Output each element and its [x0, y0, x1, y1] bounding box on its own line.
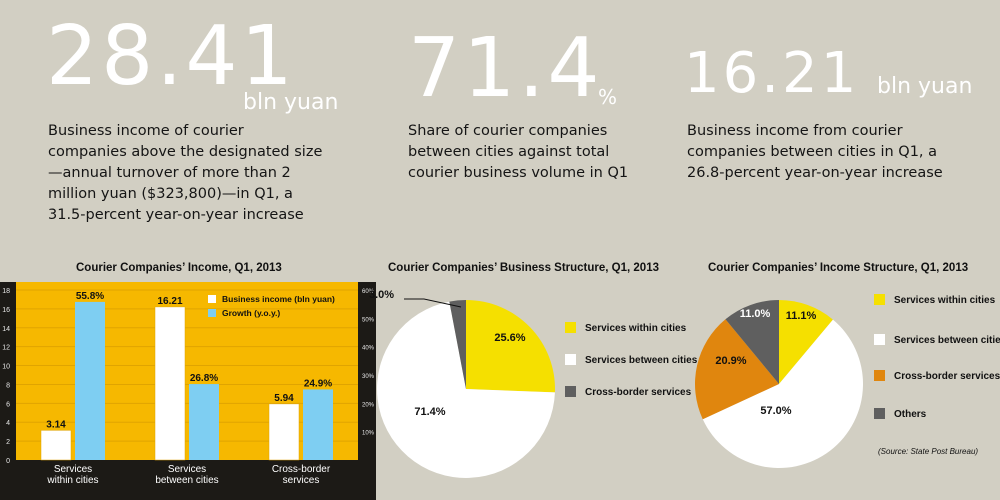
- growth-bar-label: 55.8%: [76, 291, 104, 302]
- x-category-label: Cross-border services: [272, 464, 331, 486]
- y2-tick-label: 50%: [362, 317, 375, 323]
- income-bar-label: 5.94: [274, 393, 294, 404]
- growth-bar: [189, 384, 219, 460]
- stat-between-cities-share: 71.4 % Share of courier companies betwee…: [340, 0, 640, 240]
- y-tick-label: 4: [6, 420, 10, 427]
- legend-swatch: [565, 354, 576, 365]
- y2-tick-label: 20%: [362, 402, 375, 408]
- pie-slice: [695, 319, 779, 420]
- income-bar: [268, 403, 300, 461]
- y-tick-label: 0: [6, 458, 10, 465]
- growth-bar: [75, 301, 105, 460]
- pie1-title: Courier Companies’ Business Structure, Q…: [388, 262, 659, 274]
- pie-slice: [702, 319, 863, 468]
- legend-swatch-income: [208, 295, 216, 303]
- pie1-legend-item: Services within cities: [565, 322, 686, 334]
- growth-bar-label: 26.8%: [190, 373, 218, 384]
- x-category-line: Cross-border: [272, 464, 331, 475]
- y-tick-label: 2: [6, 439, 10, 446]
- y2-tick-label: 60%: [362, 289, 375, 295]
- pie-value-label: 3.0%: [369, 289, 394, 301]
- income-bar-label: 16.21: [157, 296, 182, 307]
- pie2-legend-item: Services between cities: [874, 334, 1000, 346]
- plot-area: [16, 282, 358, 460]
- pie-value-label: 71.4%: [414, 406, 445, 418]
- y2-tick-label: 40%: [362, 346, 375, 352]
- pie-value-label: 25.6%: [494, 332, 525, 344]
- legend-swatch: [874, 294, 885, 305]
- stat-value: 71.4: [408, 21, 603, 116]
- stat-description: Business income from courier companies b…: [687, 123, 943, 181]
- legend-label: Others: [894, 409, 927, 420]
- pie-value-label: 11.0%: [740, 308, 771, 320]
- pie-slice: [779, 300, 833, 384]
- x-category-line: services: [283, 475, 320, 486]
- legend-label: Cross-border services: [585, 387, 692, 398]
- pie2-legend-item: Cross-border services: [874, 370, 1000, 382]
- legend-label: Services between cities: [585, 355, 698, 366]
- pie-slice: [725, 300, 779, 384]
- pie2-title: Courier Companies’ Income Structure, Q1,…: [708, 262, 969, 274]
- income-bar: [40, 430, 72, 461]
- legend-swatch: [874, 334, 885, 345]
- bar-chart: 0 2 4 6 8 10 12 14 16 18 10% 20% 30% 40% 50% 60% 3.14 55.…: [0, 282, 376, 500]
- x-category-line: between cities: [155, 475, 218, 486]
- pie1-legend-item: Cross-border services: [565, 386, 691, 398]
- y2-tick-label: 30%: [362, 374, 375, 380]
- stat-value: 16.21: [684, 41, 860, 106]
- bar-chart-title: Courier Companies’ Income, Q1, 2013: [76, 262, 282, 274]
- pie2-legend-item: Others: [874, 408, 926, 420]
- legend-swatch-growth: [208, 309, 216, 317]
- pie2-legend-item: Services within cities: [874, 294, 995, 306]
- stat-description: Share of courier companies between citie…: [408, 123, 629, 181]
- y-tick-label: 12: [2, 345, 10, 352]
- pie1-legend-item: Services between cities: [565, 354, 697, 366]
- legend-label: Services within cities: [585, 323, 687, 334]
- stat-value: 28.41: [46, 9, 296, 104]
- pie1-chart: 25.6% 71.4% 3.0%: [369, 289, 555, 478]
- pie2-chart: 11.1% 57.0% 20.9% 11.0%: [695, 300, 863, 468]
- y-tick-label: 8: [6, 382, 10, 389]
- stat-business-income: 28.41 bln yuan Business income of courie…: [0, 0, 340, 240]
- income-bar-label: 3.14: [46, 419, 66, 430]
- source-note: (Source: State Post Bureau): [878, 447, 979, 456]
- growth-bar: [303, 389, 333, 460]
- legend-swatch: [874, 370, 885, 381]
- legend-swatch: [874, 408, 885, 419]
- pie-slice: [449, 300, 466, 389]
- pie-value-label: 57.0%: [760, 405, 791, 417]
- stat-unit: bln yuan: [243, 90, 339, 115]
- pie-slice: [377, 301, 555, 478]
- legend-label: Cross-border services: [894, 371, 1000, 382]
- x-category-line: Services: [168, 464, 206, 475]
- bar-chart-svg: 0 2 4 6 8 10 12 14 16 18 10% 20% 30% 40% 50% 60% 3.14 55.…: [0, 282, 376, 500]
- stat-unit: %: [598, 85, 618, 109]
- pie-slice: [466, 300, 555, 393]
- y-tick-label: 6: [6, 401, 10, 408]
- legend-label-growth: Growth (y.o.y.): [222, 308, 280, 318]
- pie-value-label: 20.9%: [715, 355, 746, 367]
- legend-label: Services between cities: [894, 335, 1000, 346]
- y2-tick-label: 10%: [362, 431, 375, 437]
- x-category-label: Services within cities: [46, 464, 98, 486]
- legend-label: Services within cities: [894, 295, 996, 306]
- y-tick-label: 10: [2, 364, 10, 371]
- stat-unit: bln yuan: [877, 74, 973, 99]
- y-tick-label: 16: [2, 307, 10, 314]
- y-tick-label: 14: [2, 326, 10, 333]
- legend-label-income: Business income (bln yuan): [222, 294, 335, 304]
- stat-description: Business income of courier companies abo…: [48, 123, 323, 223]
- pie-leader-line: [404, 298, 462, 308]
- x-category-line: within cities: [46, 475, 98, 486]
- legend-swatch: [565, 322, 576, 333]
- pie-value-label: 11.1%: [786, 310, 817, 322]
- y-tick-label: 18: [2, 288, 10, 295]
- x-category-label: Services between cities: [155, 464, 218, 486]
- stat-between-cities-income: 16.21 bln yuan Business income from cour…: [640, 0, 1000, 240]
- legend-swatch: [565, 386, 576, 397]
- growth-bar-label: 24.9%: [304, 378, 332, 389]
- income-bar: [154, 306, 186, 461]
- x-category-line: Services: [54, 464, 92, 475]
